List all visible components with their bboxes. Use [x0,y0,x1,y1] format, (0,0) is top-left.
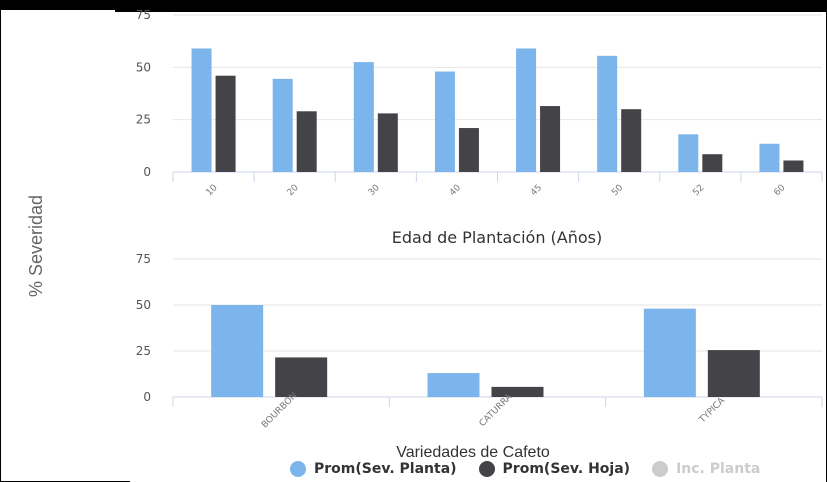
bar [275,357,328,397]
bar [377,113,398,172]
y-tick-label: 25 [136,113,151,127]
bar [783,160,804,172]
x-axis-title: Variedades de Cafeto [396,444,550,461]
x-tick-label: 40 [448,183,463,198]
top-border-gap [0,10,115,12]
x-tick-label: 30 [367,183,382,198]
y-tick-label: 25 [136,344,151,358]
bar [621,109,642,172]
y-axis-label: % Severidad [26,195,46,297]
bar [516,48,537,172]
bar [707,350,760,397]
bar [643,308,696,397]
legend-label: Prom(Sev. Hoja) [502,461,631,477]
bar [215,75,236,172]
y-tick-label: 50 [136,298,151,312]
bar [427,373,480,397]
bar [191,48,212,172]
legend-dot-icon [478,461,495,477]
y-tick-label: 0 [143,165,151,179]
x-tick-label: 50 [610,183,625,198]
bar [491,386,544,397]
legend-label: Inc. Planta [676,461,761,477]
legend-item-hoja[interactable]: Prom(Sev. Hoja) [478,461,631,477]
y-tick-label: 75 [136,8,151,22]
legend-dot-icon [290,461,306,477]
x-tick-label: 60 [772,183,787,198]
bar [458,128,479,172]
bar [702,154,723,172]
y-tick-label: 75 [136,252,151,266]
legend-label: Prom(Sev. Planta) [314,461,457,477]
bar [540,106,561,172]
y-tick-label: 0 [143,390,151,404]
left-border [0,0,1,482]
y-tick-label: 50 [136,60,151,74]
x-axis-title: Edad de Plantación (Años) [392,228,602,247]
bar [272,78,293,172]
bar [296,111,317,172]
legend-dot-icon [652,461,669,477]
bar [759,143,780,172]
bar [211,305,264,397]
x-tick-label: TYPICA [697,395,728,426]
legend: Prom(Sev. Planta) Prom(Sev. Hoja) Inc. P… [290,458,760,480]
bar [597,55,618,172]
legend-item-inc-planta[interactable]: Inc. Planta [652,461,760,477]
bar [353,62,374,172]
x-tick-label: 20 [286,183,301,198]
bar [678,134,699,172]
bar [434,71,455,172]
top-border [0,0,827,12]
x-tick-label: 10 [205,183,220,198]
legend-item-planta[interactable]: Prom(Sev. Planta) [290,461,457,477]
x-tick-label: 52 [691,183,706,198]
x-tick-label: 45 [529,183,544,198]
